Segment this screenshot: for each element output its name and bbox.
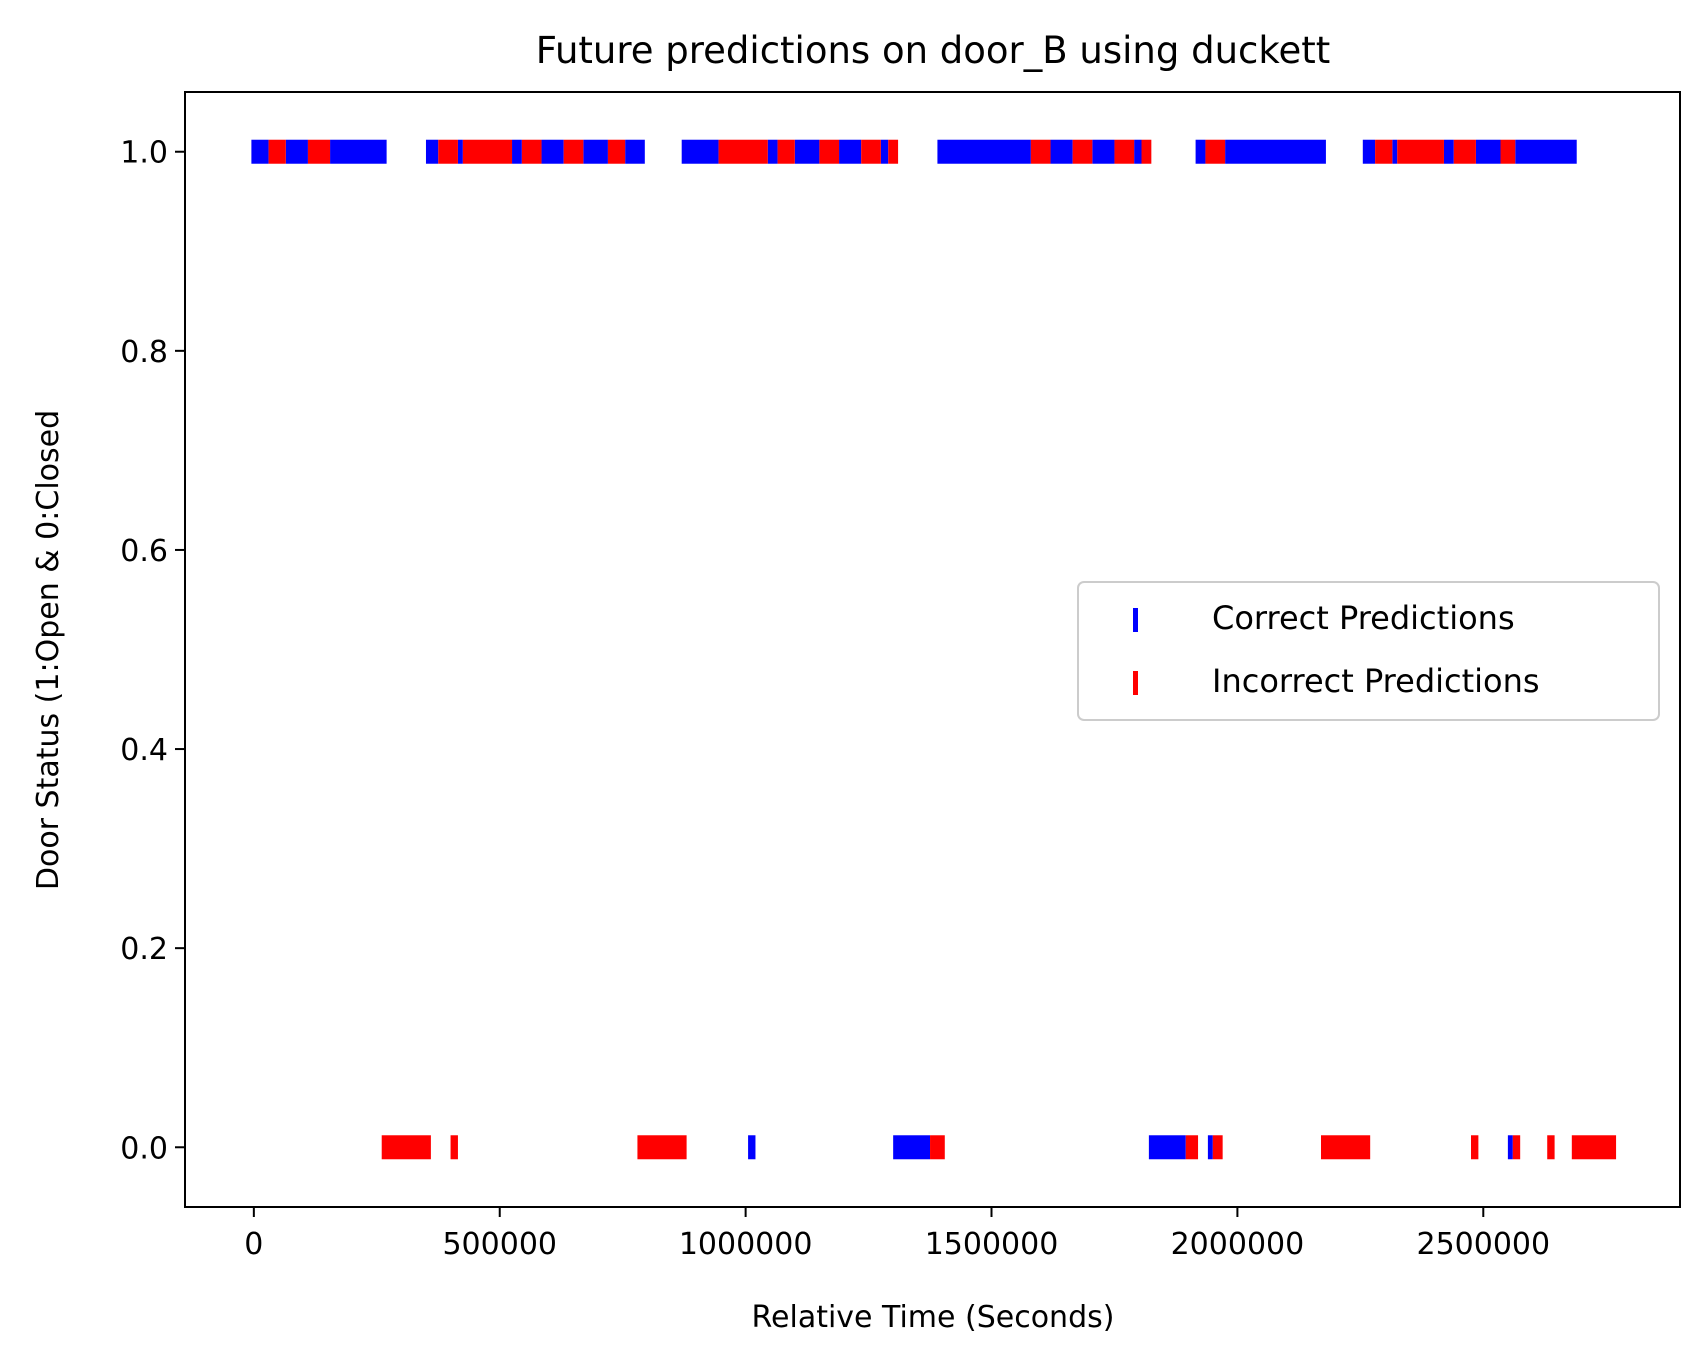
- legend-marker-correct: [1133, 608, 1138, 632]
- prediction-mark: [839, 139, 862, 164]
- legend-label-correct: Correct Predictions: [1212, 599, 1515, 637]
- prediction-mark: [607, 139, 626, 164]
- series-correct: [251, 139, 1577, 1160]
- prediction-mark: [1092, 139, 1115, 164]
- legend: Correct Predictions Incorrect Prediction…: [1077, 581, 1660, 721]
- x-tick-label: 500000: [442, 1227, 557, 1262]
- prediction-mark: [819, 139, 840, 164]
- prediction-mark: [1507, 1135, 1513, 1160]
- prediction-mark: [748, 1135, 756, 1160]
- x-axis-label: Relative Time (Seconds): [752, 1300, 1115, 1335]
- y-tick-label: 0.4: [120, 733, 168, 768]
- prediction-mark: [1134, 139, 1142, 164]
- x-axis: 0 500000 1000000 1500000 2000000 2500000: [244, 1207, 1550, 1262]
- prediction-mark: [307, 139, 331, 164]
- prediction-mark: [1225, 139, 1326, 164]
- prediction-mark: [1453, 139, 1476, 164]
- prediction-mark: [450, 1135, 458, 1160]
- prediction-mark: [1375, 139, 1393, 164]
- prediction-mark: [1547, 1135, 1555, 1160]
- prediction-mark: [1443, 139, 1454, 164]
- prediction-mark: [1212, 1135, 1223, 1160]
- prediction-mark: [1362, 139, 1376, 164]
- prediction-mark: [1030, 139, 1051, 164]
- prediction-mark: [767, 139, 778, 164]
- prediction-mark: [1515, 139, 1577, 164]
- prediction-mark: [462, 139, 513, 164]
- prediction-mark: [457, 139, 463, 164]
- prediction-mark: [861, 139, 881, 164]
- prediction-mark: [937, 139, 1031, 164]
- prediction-mark: [777, 139, 795, 164]
- x-tick-label: 1000000: [679, 1227, 813, 1262]
- chart-title: Future predictions on door_B using ducke…: [536, 29, 1331, 72]
- prediction-mark: [880, 139, 889, 164]
- prediction-mark: [1397, 139, 1444, 164]
- prediction-mark: [1205, 139, 1226, 164]
- y-tick-label: 0.0: [120, 1131, 168, 1166]
- prediction-mark: [438, 139, 458, 164]
- prediction-mark: [718, 139, 768, 164]
- x-tick-label: 2500000: [1416, 1227, 1550, 1262]
- y-tick-label: 0.8: [120, 335, 168, 370]
- prediction-mark: [893, 1135, 931, 1160]
- plot-frame: [184, 91, 1681, 1208]
- prediction-mark: [1114, 139, 1135, 164]
- prediction-mark: [268, 139, 286, 164]
- y-tick-label: 0.6: [120, 534, 168, 569]
- prediction-mark: [1050, 139, 1073, 164]
- prediction-mark: [541, 139, 564, 164]
- prediction-mark: [1185, 1135, 1199, 1160]
- prediction-mark: [1072, 139, 1093, 164]
- prediction-mark: [512, 139, 522, 164]
- prediction-mark: [888, 139, 899, 164]
- prediction-mark: [681, 139, 719, 164]
- prediction-mark: [1148, 1135, 1186, 1160]
- legend-label-incorrect: Incorrect Predictions: [1212, 662, 1540, 700]
- y-tick-label: 1.0: [120, 136, 168, 171]
- x-tick-label: 1500000: [925, 1227, 1059, 1262]
- prediction-mark: [251, 139, 269, 164]
- y-tick-label: 0.2: [120, 932, 168, 967]
- prediction-mark: [583, 139, 608, 164]
- prediction-mark: [1392, 139, 1398, 164]
- prediction-mark: [381, 1135, 431, 1160]
- prediction-mark: [1195, 139, 1206, 164]
- prediction-mark: [1321, 1135, 1371, 1160]
- prediction-mark: [1141, 139, 1152, 164]
- prediction-mark: [625, 139, 645, 164]
- y-axis: 0.0 0.2 0.4 0.6 0.8 1.0: [120, 136, 185, 1166]
- series-incorrect: [268, 139, 1617, 1160]
- legend-box: [1077, 581, 1660, 721]
- prediction-mark: [1207, 1135, 1213, 1160]
- legend-marker-incorrect: [1133, 671, 1138, 695]
- prediction-mark: [637, 1135, 687, 1160]
- prediction-mark: [1500, 139, 1516, 164]
- x-tick-label: 0: [244, 1227, 263, 1262]
- prediction-mark: [794, 139, 820, 164]
- prediction-mark: [1471, 1135, 1479, 1160]
- prediction-mark: [1571, 1135, 1617, 1160]
- prediction-mark: [930, 1135, 945, 1160]
- prediction-mark: [521, 139, 542, 164]
- prediction-mark: [425, 139, 439, 164]
- prediction-mark: [1475, 139, 1501, 164]
- series-layer: [251, 139, 1617, 1160]
- prediction-mark: [1512, 1135, 1521, 1160]
- prediction-mark: [285, 139, 308, 164]
- prediction-mark: [330, 139, 387, 164]
- prediction-mark: [563, 139, 584, 164]
- x-tick-label: 2000000: [1171, 1227, 1305, 1262]
- y-axis-label: Door Status (1:Open & 0:Closed: [31, 410, 66, 890]
